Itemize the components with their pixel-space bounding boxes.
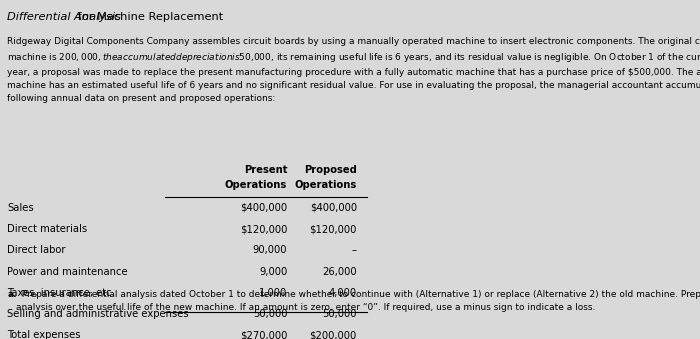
Text: Operations: Operations bbox=[225, 180, 287, 191]
Text: $270,000: $270,000 bbox=[240, 330, 287, 339]
Text: 50,000: 50,000 bbox=[253, 309, 287, 319]
Text: $120,000: $120,000 bbox=[240, 224, 287, 234]
Text: $120,000: $120,000 bbox=[309, 224, 357, 234]
Text: Total expenses: Total expenses bbox=[8, 330, 81, 339]
Text: 90,000: 90,000 bbox=[253, 245, 287, 255]
Text: Prepare a differential analysis dated October 1 to determine whether to continue: Prepare a differential analysis dated Oc… bbox=[16, 290, 700, 312]
Text: Sales: Sales bbox=[8, 203, 34, 213]
Text: Taxes, insurance, etc.: Taxes, insurance, etc. bbox=[8, 288, 116, 298]
Text: a.: a. bbox=[8, 290, 17, 299]
Text: Ridgeway Digital Components Company assembles circuit boards by using a manually: Ridgeway Digital Components Company asse… bbox=[8, 37, 700, 103]
Text: 1,000: 1,000 bbox=[259, 288, 287, 298]
Text: 4,000: 4,000 bbox=[329, 288, 357, 298]
Text: for Machine Replacement: for Machine Replacement bbox=[74, 12, 223, 22]
Text: 9,000: 9,000 bbox=[259, 266, 287, 277]
Text: Proposed: Proposed bbox=[304, 165, 357, 175]
Text: Power and maintenance: Power and maintenance bbox=[8, 266, 128, 277]
Text: Direct materials: Direct materials bbox=[8, 224, 88, 234]
Text: $400,000: $400,000 bbox=[240, 203, 287, 213]
Text: 50,000: 50,000 bbox=[322, 309, 357, 319]
Text: Direct labor: Direct labor bbox=[8, 245, 66, 255]
Text: $200,000: $200,000 bbox=[309, 330, 357, 339]
Text: $400,000: $400,000 bbox=[309, 203, 357, 213]
Text: Differential Analysis: Differential Analysis bbox=[8, 12, 121, 22]
Text: Selling and administrative expenses: Selling and administrative expenses bbox=[8, 309, 189, 319]
Text: 26,000: 26,000 bbox=[322, 266, 357, 277]
Text: –: – bbox=[352, 245, 357, 255]
Text: Operations: Operations bbox=[295, 180, 357, 191]
Text: Present: Present bbox=[244, 165, 287, 175]
